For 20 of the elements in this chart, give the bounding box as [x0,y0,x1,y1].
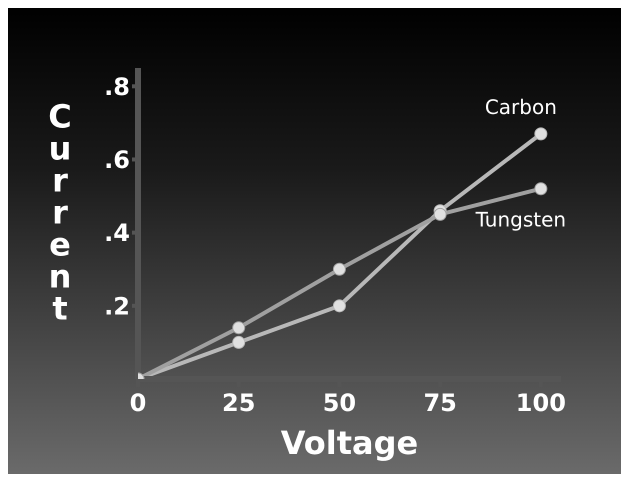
x-tick-label: 25 [222,389,256,417]
point [232,336,246,349]
y-tick-label: .4 [104,219,130,248]
x-tick-label: 50 [322,389,356,417]
x-axis-title: Voltage [280,424,418,462]
y-tick-label: .8 [104,72,130,101]
y-axis-title: Current [48,98,72,328]
x-tick-label: 100 [516,389,566,417]
x-tick-label: 0 [130,389,146,417]
y-tick-label: .6 [104,146,130,174]
point [534,127,548,140]
x-tick-label: 75 [423,389,457,417]
point [534,182,548,196]
point [332,299,346,312]
series-label: Tungsten [474,208,566,232]
point [434,208,447,221]
point [332,262,346,276]
point [232,321,246,334]
y-tick-label: .2 [104,292,130,320]
series-label: Carbon [484,94,557,119]
